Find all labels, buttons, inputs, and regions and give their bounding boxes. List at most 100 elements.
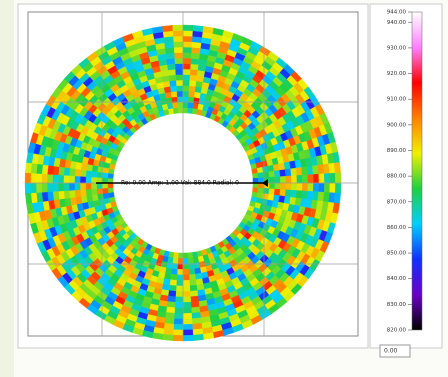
heatmap-cell xyxy=(175,53,184,59)
heatmap-cell xyxy=(25,162,32,173)
heatmap-cell xyxy=(173,31,183,37)
heatmap-cell xyxy=(183,264,189,270)
heatmap-cell xyxy=(313,174,319,183)
heatmap-cell xyxy=(183,291,191,297)
heatmap-cell xyxy=(191,307,200,313)
heatmap-cell xyxy=(42,174,48,183)
heatmap-cell xyxy=(69,168,75,176)
heatmap-cell xyxy=(183,313,192,319)
heatmap-cell xyxy=(177,269,183,275)
heatmap-cell xyxy=(330,183,336,193)
heatmap-cell xyxy=(170,80,177,86)
heatmap-cell xyxy=(171,91,177,97)
heatmap-cell xyxy=(302,191,308,200)
heatmap-cell xyxy=(191,296,199,302)
tick-label: 900.00 xyxy=(387,122,407,128)
heatmap-cell xyxy=(177,264,183,270)
heatmap-cell xyxy=(42,183,48,192)
tick-label: 820.00 xyxy=(387,328,407,334)
heatmap-cell xyxy=(183,75,190,81)
heatmap-cell xyxy=(324,173,330,183)
heatmap-cell xyxy=(190,291,198,297)
heatmap-cell xyxy=(176,291,184,297)
heatmap-cell xyxy=(178,258,183,264)
heatmap-cell xyxy=(58,175,64,183)
heatmap-cell xyxy=(188,252,193,258)
heatmap-cell xyxy=(69,176,75,184)
heatmap-cell xyxy=(36,183,42,193)
tick-label: 940.00 xyxy=(387,20,407,26)
heatmap-cell xyxy=(189,280,196,286)
heatmap-cell xyxy=(58,183,64,191)
heatmap-cell xyxy=(177,86,183,92)
heatmap-cell xyxy=(307,191,313,200)
heatmap-cell xyxy=(183,302,191,308)
heatmap-cell xyxy=(102,188,108,194)
heatmap-cell xyxy=(188,258,194,264)
heatmap-cell xyxy=(280,183,286,190)
heatmap-cell xyxy=(166,307,175,313)
heatmap-cell xyxy=(64,191,70,199)
heatmap-cell xyxy=(258,188,264,194)
heatmap-cell xyxy=(102,178,108,183)
heatmap-cell xyxy=(302,167,308,176)
heatmap-cell xyxy=(175,58,183,64)
heatmap-cell xyxy=(183,253,188,259)
heatmap-cell xyxy=(275,177,281,183)
heatmap-cell xyxy=(334,193,341,204)
heatmap-cell xyxy=(174,313,183,319)
heatmap-cell xyxy=(75,176,81,183)
tick-label: 850.00 xyxy=(387,251,407,257)
heatmap-cell xyxy=(64,183,70,191)
heatmap-cell xyxy=(183,269,189,275)
heatmap-cell xyxy=(169,285,177,291)
heatmap-cell xyxy=(285,169,291,177)
left-strip xyxy=(0,0,14,377)
heatmap-cell xyxy=(291,176,297,184)
heatmap-cell xyxy=(280,176,286,183)
heatmap-cell xyxy=(80,176,86,183)
heatmap-cell xyxy=(189,80,196,86)
heatmap-cell xyxy=(64,175,70,183)
heatmap-cell xyxy=(302,183,308,191)
tick-label: 880.00 xyxy=(387,174,407,180)
colorbar-panel xyxy=(370,4,442,348)
colorbar xyxy=(412,12,422,330)
heatmap-cell xyxy=(183,258,188,264)
heatmap-cell xyxy=(183,42,192,48)
heatmap-cell xyxy=(53,166,59,175)
heatmap-cell xyxy=(75,183,81,190)
heatmap-cell xyxy=(175,308,184,314)
heatmap-cell xyxy=(183,308,192,314)
heatmap-cell xyxy=(334,162,341,173)
heatmap-cell xyxy=(168,69,176,75)
heatmap-cell xyxy=(190,69,198,75)
heatmap-cell xyxy=(183,36,193,42)
heatmap-cell xyxy=(335,183,341,193)
heatmap-cell xyxy=(302,175,308,183)
heatmap-cell xyxy=(307,166,313,175)
heatmap-cell xyxy=(335,173,341,183)
heatmap-cell xyxy=(75,190,81,198)
heatmap-cell xyxy=(319,183,325,192)
heatmap-cell xyxy=(171,269,177,275)
tick-label: 870.00 xyxy=(387,199,407,205)
heatmap-cell xyxy=(69,190,75,198)
heatmap-cell xyxy=(183,58,191,64)
heatmap-cell xyxy=(91,171,97,177)
heatmap-cell xyxy=(286,183,292,190)
heatmap-cell xyxy=(170,280,177,286)
heatmap-cell xyxy=(25,173,31,183)
heatmap-cell xyxy=(168,291,176,297)
heatmap-cell xyxy=(31,173,37,183)
heatmap-cell xyxy=(183,102,188,108)
heatmap-cell xyxy=(86,189,92,196)
heatmap-cell xyxy=(176,280,183,286)
heatmap-cell xyxy=(193,334,204,341)
heatmap-cell xyxy=(269,171,275,177)
heatmap-cell xyxy=(183,91,189,97)
heatmap-cell xyxy=(330,173,336,183)
tick-label: 830.00 xyxy=(387,302,407,308)
heatmap-cell xyxy=(285,190,291,198)
heatmap-cell xyxy=(91,177,97,183)
